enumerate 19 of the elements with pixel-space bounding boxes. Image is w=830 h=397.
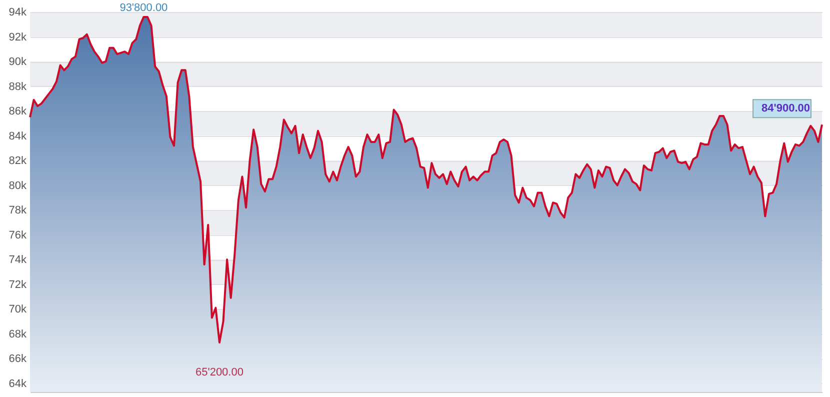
- annotation: 65'200.00: [195, 366, 244, 378]
- y-tick-label: 68k: [8, 328, 27, 340]
- annotation: 84'900.00: [762, 102, 810, 115]
- y-tick-label: 90k: [8, 56, 27, 68]
- y-tick-label: 74k: [8, 254, 27, 266]
- annotation: 93'800.00: [120, 2, 168, 14]
- y-tick-label: 64k: [8, 378, 27, 390]
- y-tick-label: 86k: [8, 106, 27, 118]
- y-tick-label: 72k: [8, 278, 27, 291]
- y-tick-label: 80k: [8, 180, 27, 192]
- y-tick-label: 94k: [8, 6, 27, 18]
- y-tick-label: 76k: [8, 229, 27, 242]
- y-tick-label: 92k: [8, 31, 27, 44]
- y-tick-label: 82k: [8, 155, 27, 168]
- y-tick-label: 70k: [8, 304, 27, 316]
- y-tick-label: 88k: [8, 80, 27, 93]
- y-tick-label: 78k: [8, 204, 27, 217]
- y-tick-label: 84k: [8, 130, 27, 142]
- y-tick-label: 66k: [8, 353, 27, 366]
